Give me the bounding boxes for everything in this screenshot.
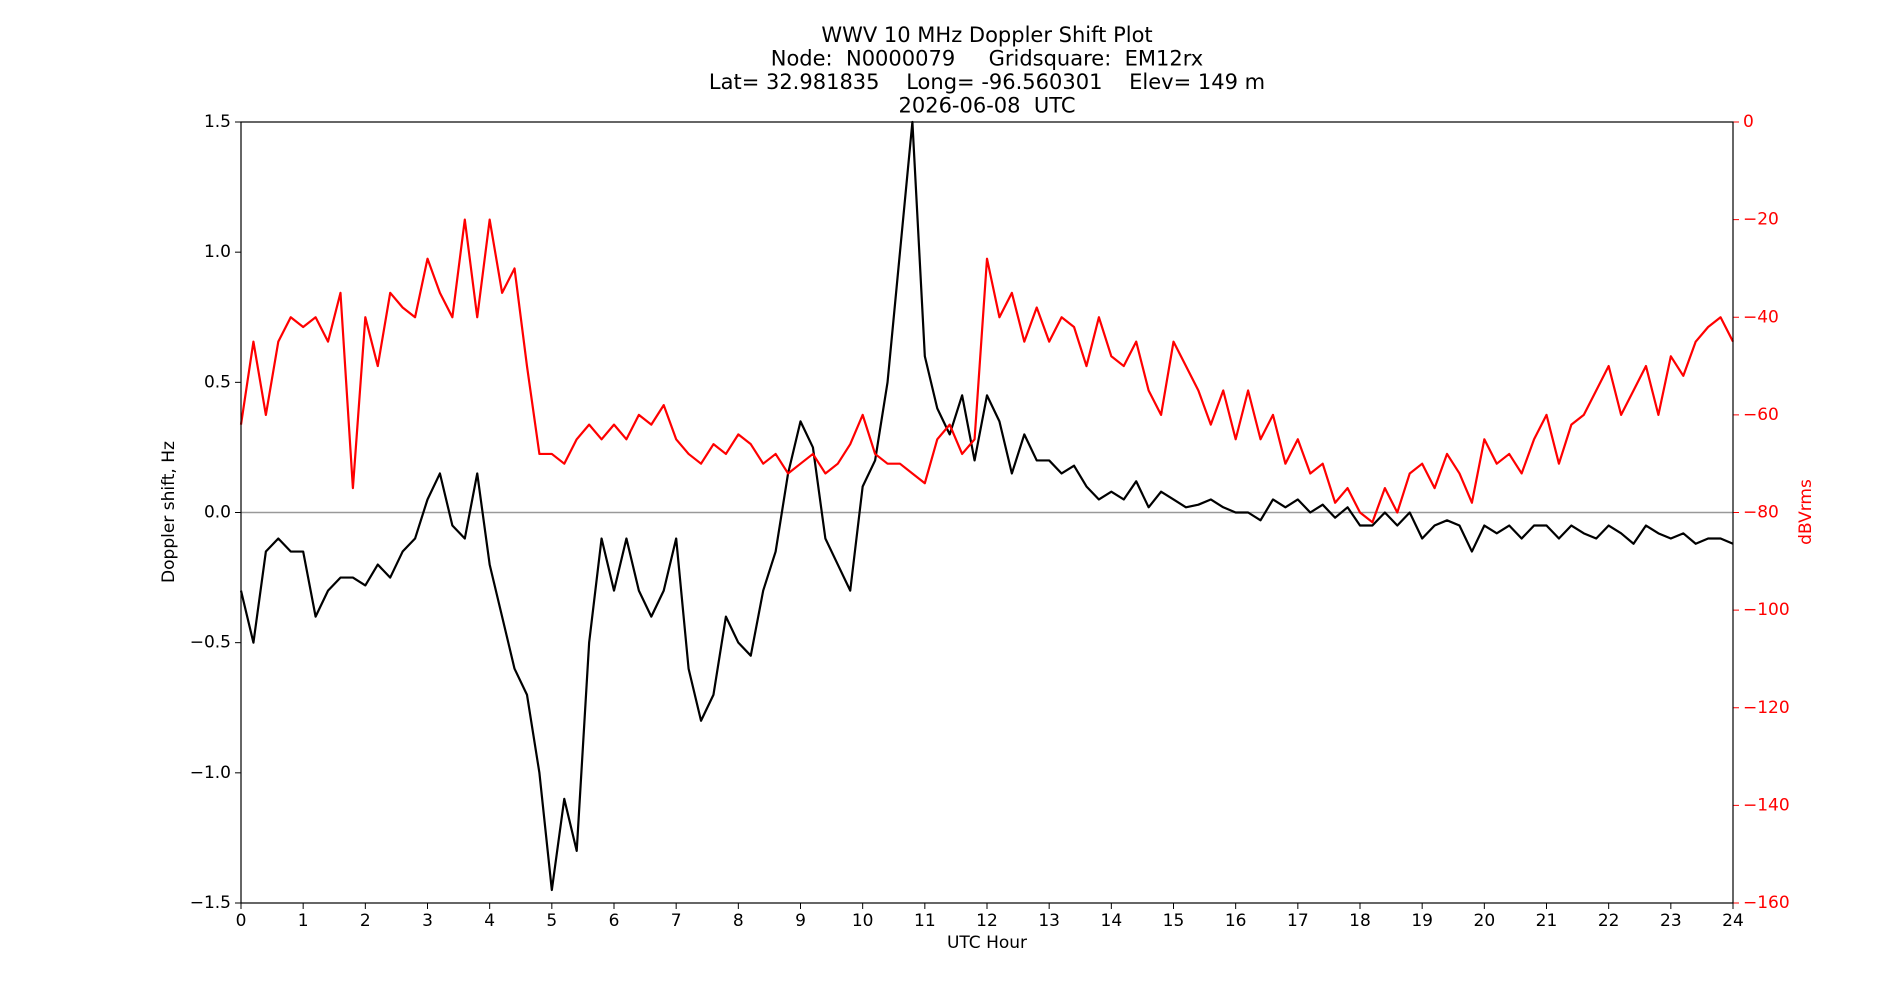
y-tick-label: −1.5 xyxy=(190,893,231,913)
y2-axis-label: dBVrms xyxy=(1796,479,1816,545)
x-tick-label: 8 xyxy=(733,911,744,931)
series-line xyxy=(239,218,1734,524)
chart-title: Lat= 32.981835 Long= -96.560301 Elev= 14… xyxy=(709,70,1265,94)
x-tick-label: 6 xyxy=(609,911,620,931)
y2-tick-label: −80 xyxy=(1743,503,1779,523)
x-tick-label: 7 xyxy=(671,911,682,931)
y-tick-label: 1.5 xyxy=(204,112,231,132)
x-tick-label: 21 xyxy=(1536,911,1558,931)
x-tick-label: 3 xyxy=(422,911,433,931)
x-tick-label: 20 xyxy=(1474,911,1496,931)
y-tick-label: −0.5 xyxy=(190,633,231,653)
y2-tick-label: −20 xyxy=(1743,210,1779,230)
x-axis-label: UTC Hour xyxy=(947,933,1027,953)
series-line xyxy=(239,120,1734,892)
chart-title: WWV 10 MHz Doppler Shift Plot xyxy=(821,23,1152,47)
x-tick-label: 9 xyxy=(795,911,806,931)
y2-tick-label: −140 xyxy=(1743,795,1790,815)
chart-title: 2026-06-08 UTC xyxy=(898,94,1075,118)
x-tick-label: 19 xyxy=(1411,911,1433,931)
y-axis-label: Doppler shift, Hz xyxy=(159,441,179,583)
x-tick-label: 2 xyxy=(360,911,371,931)
x-tick-label: 23 xyxy=(1660,911,1682,931)
y-tick-label: −1.0 xyxy=(190,763,231,783)
chart-title: Node: N0000079 Gridsquare: EM12rx xyxy=(771,47,1204,71)
x-tick-label: 14 xyxy=(1101,911,1123,931)
x-tick-label: 17 xyxy=(1287,911,1309,931)
x-tick-label: 4 xyxy=(484,911,495,931)
x-tick-label: 0 xyxy=(236,911,247,931)
x-tick-label: 22 xyxy=(1598,911,1620,931)
y2-tick-label: −160 xyxy=(1743,893,1790,913)
y-tick-label: 0.5 xyxy=(204,372,231,392)
x-tick-label: 1 xyxy=(298,911,309,931)
x-tick-label: 11 xyxy=(914,911,936,931)
x-tick-label: 18 xyxy=(1349,911,1371,931)
y2-tick-label: −40 xyxy=(1743,307,1779,327)
x-tick-label: 10 xyxy=(852,911,874,931)
x-tick-label: 12 xyxy=(976,911,998,931)
y2-tick-label: −60 xyxy=(1743,405,1779,425)
y-tick-label: 1.0 xyxy=(204,242,231,262)
x-tick-label: 15 xyxy=(1163,911,1185,931)
x-tick-label: 16 xyxy=(1225,911,1247,931)
plot-frame xyxy=(240,121,1734,904)
x-tick-label: 13 xyxy=(1038,911,1060,931)
x-tick-label: 5 xyxy=(546,911,557,931)
y2-tick-label: −100 xyxy=(1743,600,1790,620)
y2-tick-label: 0 xyxy=(1743,112,1754,132)
x-tick-label: 24 xyxy=(1722,911,1744,931)
y-tick-label: 0.0 xyxy=(204,503,231,523)
y2-tick-label: −120 xyxy=(1743,698,1790,718)
